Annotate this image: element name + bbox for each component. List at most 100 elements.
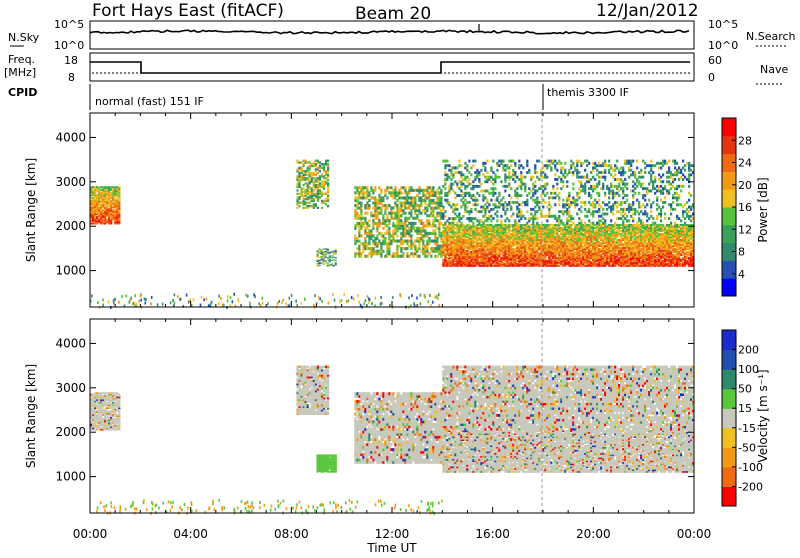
heatmap-cell xyxy=(472,185,474,188)
heatmap-cell xyxy=(524,263,526,265)
heatmap-cell xyxy=(462,178,464,181)
heatmap-cell xyxy=(510,241,512,243)
heatmap-cell xyxy=(296,189,298,191)
heatmap-cell xyxy=(331,264,333,265)
heatmap-cell xyxy=(560,227,562,229)
heatmap-cell xyxy=(466,250,468,252)
heatmap-cell xyxy=(327,248,329,249)
heatmap-cell xyxy=(512,224,514,226)
heatmap-cell xyxy=(486,253,488,255)
heatmap-cell xyxy=(305,207,307,209)
heatmap-cell xyxy=(568,224,570,226)
heatmap-cell xyxy=(335,252,337,253)
heatmap-cell xyxy=(448,176,450,179)
heatmap-cell xyxy=(321,207,323,209)
heatmap-cell xyxy=(376,199,378,202)
heatmap-cell xyxy=(368,252,370,255)
heatmap-cell xyxy=(648,254,650,256)
heatmap-cell xyxy=(558,265,560,267)
heatmap-cell xyxy=(386,224,388,227)
heatmap-cell xyxy=(504,238,506,240)
heatmap-cell xyxy=(442,230,444,232)
heatmap-cell xyxy=(418,237,420,240)
heatmap-cell xyxy=(331,265,333,266)
heatmap-cell xyxy=(317,257,319,258)
heatmap-cell xyxy=(456,203,458,206)
heatmap-cell xyxy=(642,235,644,237)
heatmap-cell xyxy=(462,215,464,218)
heatmap-cell xyxy=(488,233,490,235)
heatmap-cell xyxy=(354,252,356,255)
heatmap-cell xyxy=(466,176,468,179)
heatmap-cell xyxy=(408,186,410,189)
heatmap-cell xyxy=(416,194,418,197)
heatmap-cell xyxy=(327,265,329,266)
heatmap-cell xyxy=(534,259,536,261)
heatmap-cell xyxy=(640,260,642,262)
heatmap-cell xyxy=(412,242,414,245)
heatmap-cell xyxy=(298,161,300,163)
heatmap-cell xyxy=(436,219,438,222)
heatmap-cell xyxy=(434,191,436,194)
heatmap-cell xyxy=(390,186,392,189)
heatmap-cell xyxy=(550,227,552,229)
heatmap-cell xyxy=(446,226,448,228)
heatmap-cell xyxy=(680,244,682,246)
heatmap-cell xyxy=(321,249,323,250)
heatmap-cell xyxy=(668,224,670,226)
heatmap-cell xyxy=(315,203,317,205)
heatmap-cell xyxy=(468,178,470,181)
heatmap-cell xyxy=(432,199,434,202)
heatmap-cell xyxy=(660,224,662,226)
heatmap-cell xyxy=(311,205,313,207)
heatmap-cell xyxy=(400,232,402,235)
heatmap-cell xyxy=(460,217,462,220)
freq-unit: [MHz] xyxy=(4,66,36,79)
heatmap-cell xyxy=(474,226,476,228)
heatmap-cell xyxy=(398,202,400,205)
heatmap-cell xyxy=(446,164,448,167)
heatmap-cell xyxy=(319,248,321,249)
heatmap-cell xyxy=(640,256,642,258)
heatmap-cell xyxy=(480,210,482,213)
heatmap-cell xyxy=(402,247,404,250)
heatmap-cell xyxy=(92,186,94,188)
heatmap-cell xyxy=(372,234,374,237)
heatmap-cell xyxy=(466,185,468,188)
date-title: 12/Jan/2012 xyxy=(596,1,699,21)
heatmap-cell xyxy=(442,224,444,226)
heatmap-cell xyxy=(678,224,680,226)
heatmap-cell xyxy=(372,207,374,210)
heatmap-cell xyxy=(594,224,596,226)
heatmap-cell xyxy=(560,254,562,256)
heatmap-cell xyxy=(408,222,410,225)
heatmap-cell xyxy=(482,241,484,243)
heatmap-cell xyxy=(468,160,470,163)
heatmap-cell xyxy=(321,167,323,169)
heatmap-cell xyxy=(466,217,468,220)
heatmap-cell xyxy=(644,250,646,252)
heatmap-cell xyxy=(378,219,380,222)
heatmap-cell xyxy=(440,209,442,212)
heatmap-cell xyxy=(392,212,394,215)
heatmap-cell xyxy=(458,160,460,163)
heatmap-cell xyxy=(380,242,382,245)
heatmap-cell xyxy=(354,209,356,212)
heatmap-cell xyxy=(325,254,327,255)
heatmap-cell xyxy=(327,195,329,197)
heatmap-cell xyxy=(335,262,337,263)
heatmap-cell xyxy=(402,202,404,205)
heatmap-cell xyxy=(400,214,402,217)
heatmap-cell xyxy=(313,181,315,183)
heatmap-cell xyxy=(325,170,327,172)
heatmap-cell xyxy=(390,240,392,243)
heatmap-cell xyxy=(454,167,456,170)
heatmap-cell xyxy=(112,202,114,204)
heatmap-cell xyxy=(303,195,305,197)
heatmap-cell xyxy=(478,210,480,213)
heatmap-cell xyxy=(416,204,418,207)
heatmap-cell xyxy=(305,170,307,172)
heatmap-cell xyxy=(492,254,494,256)
heatmap-cell xyxy=(114,198,116,200)
